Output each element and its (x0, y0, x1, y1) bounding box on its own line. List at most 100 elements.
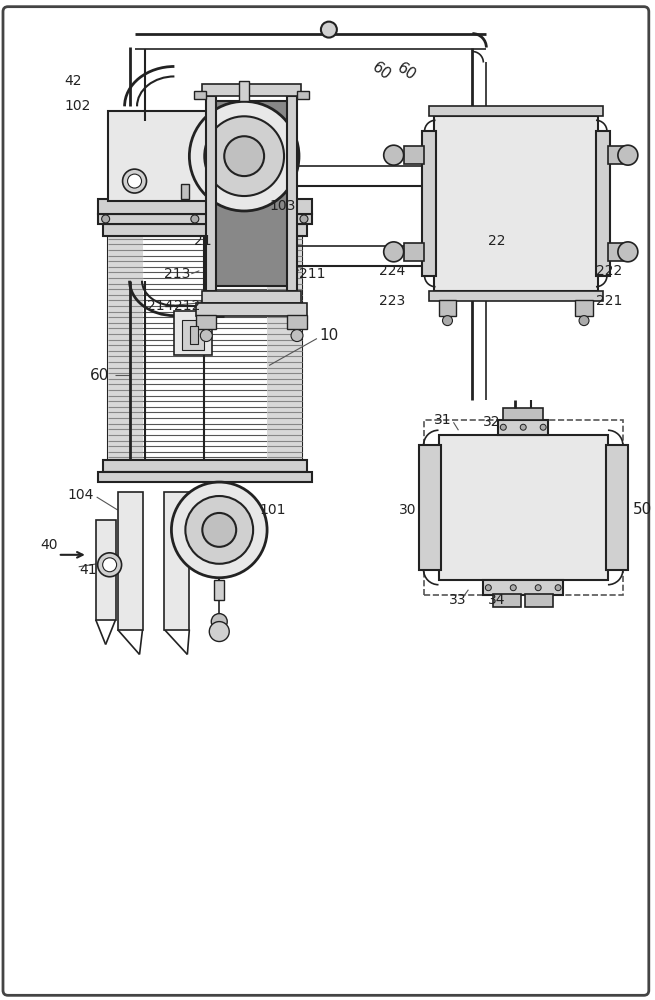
Circle shape (204, 116, 284, 196)
Bar (118, 492, 143, 630)
Circle shape (98, 553, 122, 577)
Bar (498, 420, 548, 435)
Circle shape (200, 330, 212, 342)
Circle shape (618, 145, 638, 165)
Text: 213: 213 (164, 267, 191, 281)
Text: 224: 224 (379, 264, 405, 278)
FancyBboxPatch shape (3, 7, 649, 995)
Bar (164, 492, 189, 630)
Bar (297, 91, 309, 99)
Bar (103, 460, 307, 472)
Bar (98, 199, 312, 214)
Circle shape (291, 330, 303, 342)
Bar (419, 445, 441, 570)
Circle shape (520, 424, 526, 430)
Bar (596, 131, 610, 276)
Circle shape (555, 585, 561, 591)
Bar (214, 580, 224, 600)
Circle shape (384, 145, 403, 165)
Text: 32: 32 (483, 415, 501, 429)
Text: 101: 101 (259, 503, 286, 517)
Text: 211: 211 (299, 267, 326, 281)
Bar (98, 472, 312, 482)
Bar (202, 291, 301, 303)
Text: 40: 40 (40, 538, 58, 552)
Circle shape (500, 424, 506, 430)
Circle shape (535, 585, 541, 591)
Bar (287, 96, 297, 291)
Circle shape (579, 316, 589, 326)
Text: 60: 60 (369, 60, 393, 83)
Text: 222: 222 (596, 264, 622, 278)
Circle shape (212, 614, 227, 630)
Bar (606, 445, 628, 570)
Circle shape (210, 622, 229, 642)
Circle shape (510, 585, 516, 591)
Bar (403, 146, 424, 164)
Circle shape (384, 242, 403, 262)
Text: 33: 33 (449, 593, 466, 607)
Bar (503, 408, 543, 420)
Circle shape (300, 215, 308, 223)
Bar (103, 224, 307, 236)
Text: 104: 104 (67, 488, 94, 502)
Bar (438, 435, 608, 580)
Text: 34: 34 (489, 593, 506, 607)
Bar (608, 146, 628, 164)
Text: 212: 212 (174, 299, 201, 313)
Bar (424, 420, 623, 595)
Bar (239, 81, 249, 101)
Bar (267, 236, 302, 460)
Text: 42: 42 (65, 74, 83, 88)
Circle shape (485, 585, 491, 591)
Circle shape (189, 101, 299, 211)
Bar (182, 320, 204, 350)
Bar (195, 91, 206, 99)
Circle shape (191, 215, 199, 223)
Bar (214, 101, 289, 286)
Bar (206, 96, 216, 291)
Text: 30: 30 (399, 503, 416, 517)
Text: 41: 41 (80, 563, 98, 577)
Circle shape (618, 242, 638, 262)
Circle shape (443, 316, 453, 326)
Circle shape (122, 169, 147, 193)
Circle shape (128, 174, 141, 188)
Bar (107, 236, 302, 460)
Text: 214: 214 (147, 299, 173, 313)
Text: 50: 50 (633, 502, 652, 517)
Bar (422, 131, 436, 276)
Bar (191, 326, 198, 344)
Text: 22: 22 (489, 234, 506, 248)
Bar (98, 214, 312, 224)
Bar (196, 315, 216, 329)
Text: 221: 221 (596, 294, 622, 308)
Bar (434, 116, 598, 291)
Bar (483, 580, 563, 595)
Bar (428, 291, 603, 301)
Circle shape (202, 513, 236, 547)
Bar (174, 311, 212, 355)
Bar (96, 520, 116, 620)
Text: 102: 102 (65, 99, 91, 113)
Circle shape (540, 424, 546, 430)
Text: 10: 10 (319, 328, 338, 343)
Text: 31: 31 (434, 413, 451, 427)
Bar (428, 106, 603, 116)
Text: 60: 60 (394, 60, 418, 83)
Circle shape (103, 558, 117, 572)
Bar (525, 594, 553, 607)
Circle shape (172, 482, 267, 578)
Bar (202, 84, 301, 96)
Text: 103: 103 (269, 199, 295, 213)
Bar (438, 300, 457, 316)
Circle shape (321, 22, 337, 38)
Bar (287, 315, 307, 329)
Circle shape (102, 215, 109, 223)
Text: 60: 60 (90, 368, 109, 383)
Bar (575, 300, 593, 316)
Bar (196, 303, 307, 316)
Text: 21: 21 (195, 234, 212, 248)
Bar (107, 236, 143, 460)
Text: 223: 223 (379, 294, 405, 308)
